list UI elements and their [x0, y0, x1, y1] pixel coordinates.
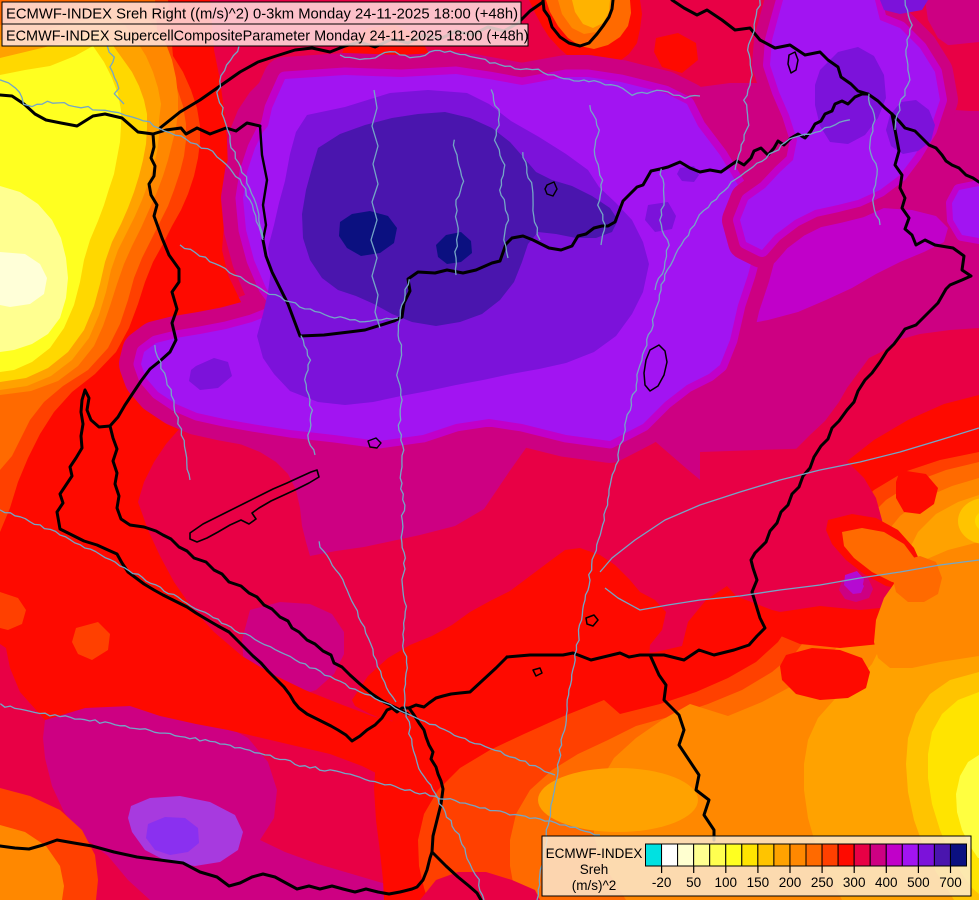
- svg-text:200: 200: [779, 875, 802, 890]
- svg-text:100: 100: [715, 875, 738, 890]
- svg-text:250: 250: [811, 875, 834, 890]
- svg-text:300: 300: [843, 875, 866, 890]
- svg-text:150: 150: [747, 875, 770, 890]
- svg-text:ECMWF-INDEX SupercellComposite: ECMWF-INDEX SupercellCompositeParameter …: [6, 29, 529, 45]
- svg-text:ECMWF-INDEX Sreh Right ((m/s)^: ECMWF-INDEX Sreh Right ((m/s)^2) 0-3km M…: [6, 7, 518, 23]
- svg-text:(m/s)^2: (m/s)^2: [572, 878, 617, 893]
- svg-text:Sreh: Sreh: [580, 862, 609, 877]
- svg-text:700: 700: [939, 875, 962, 890]
- svg-text:50: 50: [686, 875, 701, 890]
- svg-text:ECMWF-INDEX: ECMWF-INDEX: [546, 846, 643, 861]
- svg-text:500: 500: [907, 875, 930, 890]
- svg-text:-20: -20: [652, 875, 672, 890]
- svg-text:400: 400: [875, 875, 898, 890]
